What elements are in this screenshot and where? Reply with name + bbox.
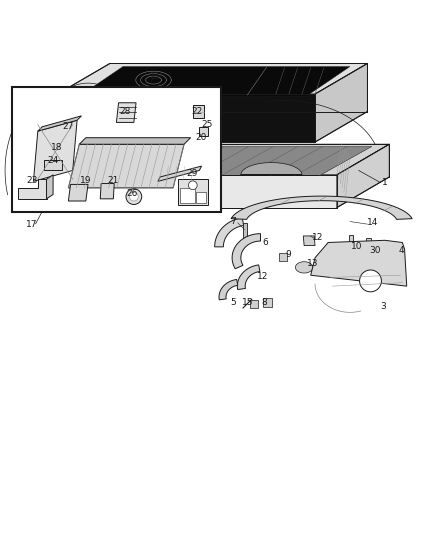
Polygon shape — [79, 138, 191, 144]
Text: 1: 1 — [382, 178, 388, 187]
Bar — [12, 87, 221, 212]
Text: 28: 28 — [120, 107, 131, 116]
Text: 27: 27 — [63, 122, 74, 131]
Text: 13: 13 — [307, 259, 318, 268]
Polygon shape — [303, 236, 315, 246]
Polygon shape — [68, 184, 88, 201]
Text: 20: 20 — [196, 133, 207, 142]
Polygon shape — [366, 238, 371, 274]
Text: 24: 24 — [47, 156, 59, 165]
Polygon shape — [49, 147, 372, 176]
Text: 21: 21 — [108, 175, 119, 184]
Polygon shape — [57, 94, 315, 142]
Polygon shape — [311, 240, 407, 286]
Circle shape — [360, 270, 381, 292]
Text: 7: 7 — [230, 217, 236, 226]
Polygon shape — [117, 103, 136, 123]
Text: 23: 23 — [26, 176, 38, 185]
Text: 25: 25 — [201, 120, 212, 129]
Polygon shape — [158, 166, 201, 181]
Polygon shape — [66, 163, 127, 175]
Polygon shape — [193, 105, 204, 118]
Polygon shape — [387, 243, 398, 271]
Text: 18: 18 — [51, 143, 62, 152]
Text: 30: 30 — [370, 246, 381, 255]
Polygon shape — [296, 262, 313, 273]
Polygon shape — [215, 218, 244, 247]
Polygon shape — [33, 120, 77, 181]
Polygon shape — [315, 63, 367, 142]
Polygon shape — [177, 179, 208, 205]
Text: 8: 8 — [261, 298, 267, 307]
Text: 22: 22 — [191, 107, 203, 116]
Polygon shape — [241, 163, 302, 175]
Bar — [251, 300, 258, 308]
Text: 26: 26 — [126, 189, 138, 198]
Text: 4: 4 — [399, 246, 404, 255]
Polygon shape — [263, 298, 272, 307]
Text: 29: 29 — [186, 169, 198, 178]
Polygon shape — [199, 127, 208, 135]
Circle shape — [188, 181, 197, 190]
Polygon shape — [68, 144, 184, 188]
Polygon shape — [57, 63, 367, 94]
Text: 9: 9 — [285, 250, 291, 259]
Polygon shape — [231, 196, 412, 220]
Text: 6: 6 — [262, 238, 268, 247]
Text: 11: 11 — [150, 72, 162, 81]
Text: 3: 3 — [380, 302, 385, 311]
Text: 19: 19 — [80, 175, 92, 184]
Polygon shape — [18, 179, 46, 199]
Polygon shape — [244, 223, 247, 241]
Polygon shape — [337, 144, 389, 207]
Text: 17: 17 — [25, 220, 37, 229]
Circle shape — [126, 189, 142, 205]
Polygon shape — [232, 233, 261, 269]
Polygon shape — [219, 279, 238, 300]
Text: 14: 14 — [367, 219, 378, 228]
Text: 15: 15 — [242, 298, 253, 307]
Polygon shape — [35, 175, 337, 207]
Polygon shape — [38, 116, 81, 131]
Polygon shape — [79, 67, 350, 96]
Text: 12: 12 — [311, 233, 323, 242]
Polygon shape — [196, 192, 206, 203]
Text: 5: 5 — [230, 298, 236, 307]
Polygon shape — [35, 144, 389, 175]
Polygon shape — [349, 235, 353, 271]
Polygon shape — [180, 188, 195, 203]
Polygon shape — [100, 183, 114, 199]
Circle shape — [130, 192, 138, 201]
Polygon shape — [237, 265, 260, 289]
Polygon shape — [44, 159, 62, 171]
Polygon shape — [46, 175, 53, 199]
Text: 12: 12 — [257, 272, 268, 280]
Text: 10: 10 — [351, 242, 362, 251]
Bar — [279, 253, 287, 261]
